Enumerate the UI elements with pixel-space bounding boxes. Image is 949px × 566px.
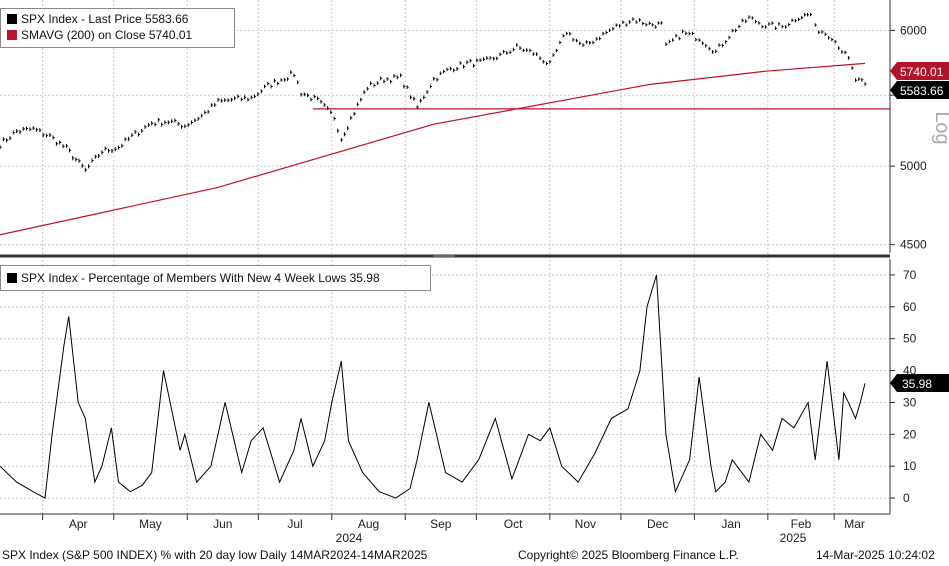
sma-swatch-icon [7,30,17,40]
svg-text:35.98: 35.98 [902,377,932,391]
lower-tick-label: 10 [903,459,917,473]
month-label: Jan [721,517,740,531]
upper-y-ticks: 6000550050004500 [890,23,927,252]
lower-gridlines [0,274,890,499]
upper-tick-label: 4500 [900,238,927,252]
month-label: Jun [213,517,232,531]
month-label: Dec [647,517,668,531]
legend-item-sma[interactable]: SMAVG (200) on Close 5740.01 [7,27,228,43]
lower-tick-label: 50 [903,332,917,346]
log-scale-label: Log [931,111,949,144]
legend-sma-label: SMAVG (200) on Close 5740.01 [21,28,193,42]
year-2025-label: 2025 [780,531,807,545]
price-line [0,12,867,172]
lower-tick-label: 30 [903,395,917,409]
lows-value-tag: 35.98 [890,374,949,392]
month-label: Nov [575,517,596,531]
lower-tick-label: 0 [903,491,910,505]
legend-item-lows[interactable]: SPX Index - Percentage of Members With N… [7,270,424,286]
footer-copyright: Copyright© 2025 Bloomberg Finance L.P. [518,548,739,562]
upper-legend[interactable]: SPX Index - Last Price 5583.66 SMAVG (20… [0,8,235,48]
legend-lows-label: SPX Index - Percentage of Members With N… [21,271,380,285]
lower-legend[interactable]: SPX Index - Percentage of Members With N… [0,265,431,291]
month-label: Mar [844,517,865,531]
svg-text:5740.01: 5740.01 [900,65,944,79]
lows-swatch-icon [7,273,17,283]
legend-item-price[interactable]: SPX Index - Last Price 5583.66 [7,11,228,27]
footer-timestamp: 14-Mar-2025 10:24:02 [816,548,935,562]
avg-value-tag: 5740.01 [890,62,949,80]
price-value-tag: 5583.66 [890,81,949,99]
lower-tick-label: 20 [903,427,917,441]
month-label: Feb [791,517,812,531]
lower-tick-label: 70 [903,268,917,282]
legend-price-label: SPX Index - Last Price 5583.66 [21,12,189,26]
month-label: Sep [430,517,452,531]
price-swatch-icon [7,14,17,24]
sma-200-line [0,62,866,236]
new-lows-line [0,274,866,499]
svg-text:5583.66: 5583.66 [900,84,944,98]
year-2024-label: 2024 [336,531,363,545]
upper-tick-label: 5000 [900,159,927,173]
month-label: Oct [504,517,523,531]
month-label: May [139,517,162,531]
x-month-labels: Apr May Jun Jul Aug Sep Oct Nov Dec Jan Feb Mar [69,517,865,531]
upper-tick-label: 6000 [900,23,927,37]
lower-tick-label: 60 [903,300,917,314]
month-label: Apr [69,517,88,531]
footer-security-info: SPX Index (S&P 500 INDEX) % with 20 day … [2,548,428,562]
month-label: Aug [358,517,379,531]
month-label: Jul [287,517,302,531]
